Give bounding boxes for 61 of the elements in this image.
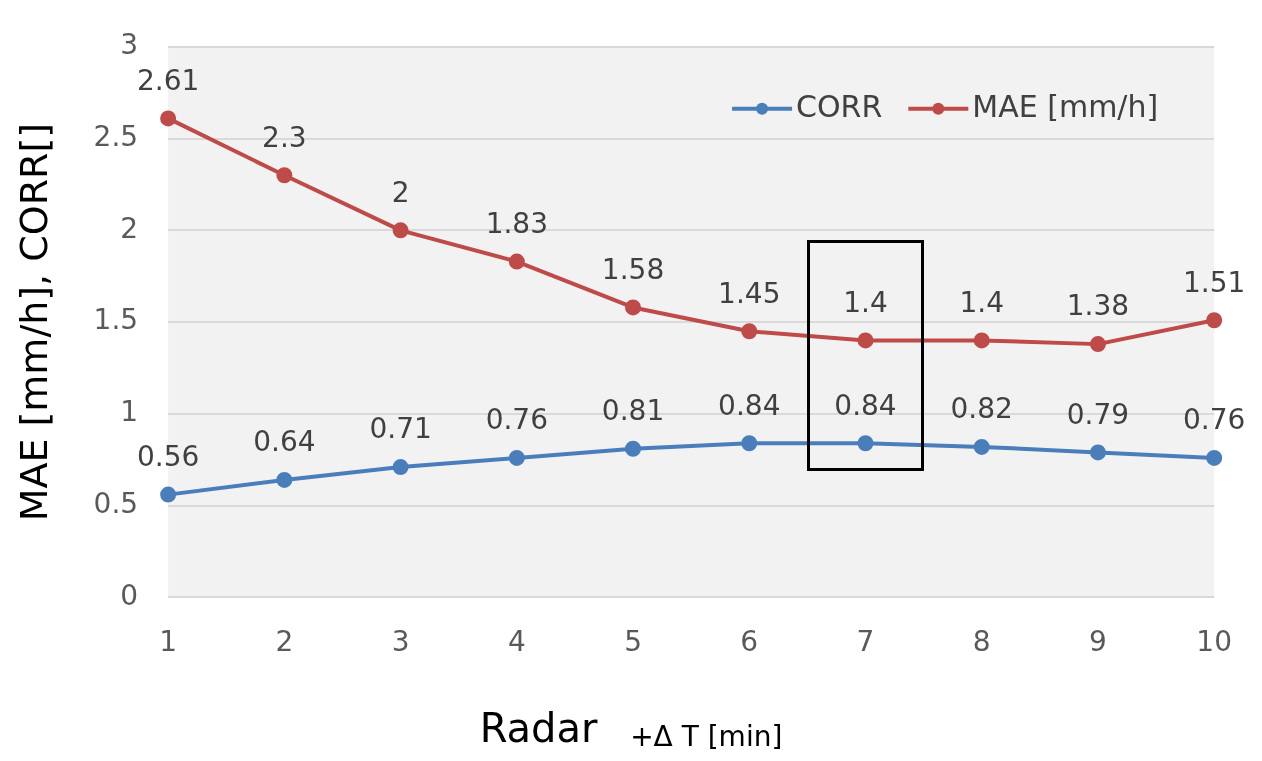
data-label: 2 <box>391 175 410 209</box>
y-tick-label: 2 <box>120 211 139 245</box>
data-label: 1.4 <box>843 285 888 319</box>
data-label: 2.61 <box>136 63 200 97</box>
data-label: 1.4 <box>959 285 1004 319</box>
data-label: 0.71 <box>369 412 432 446</box>
y-tick-label: 3 <box>120 28 139 62</box>
x-tick-label: 3 <box>391 625 410 659</box>
data-label: 1.45 <box>718 276 781 310</box>
point <box>973 332 990 349</box>
point <box>741 435 758 452</box>
point <box>625 440 642 457</box>
data-label: 2.3 <box>262 120 307 154</box>
data-label: 0.82 <box>950 392 1013 426</box>
x-axis-title: Radar $_{+Δ T [min]}$ <box>478 705 784 753</box>
x-tick-label: 5 <box>624 625 642 659</box>
y-tick-label: 2.5 <box>93 119 139 153</box>
data-label: 0.84 <box>834 388 897 422</box>
x-tick-label: 9 <box>1089 625 1107 659</box>
x-tick-label: 4 <box>507 625 526 659</box>
point <box>160 486 177 503</box>
point <box>1089 336 1106 353</box>
point <box>741 323 758 340</box>
point <box>392 222 409 239</box>
data-label: 0.81 <box>601 394 665 428</box>
point <box>276 471 293 488</box>
data-label: 0.79 <box>1066 397 1130 431</box>
x-tick-label: 7 <box>856 625 875 659</box>
y-tick-label: 0 <box>120 578 139 612</box>
y-axis-title: MAE [mm/h], CORR[] <box>11 122 56 522</box>
data-label: 0.56 <box>136 439 200 473</box>
data-label: 0.76 <box>1183 403 1246 437</box>
x-tick-label: 10 <box>1196 625 1233 659</box>
x-tick-label: 1 <box>159 625 178 659</box>
data-label: 1.58 <box>601 252 665 286</box>
legend-label: MAE [mm/h] <box>972 88 1159 124</box>
data-label: 0.84 <box>718 388 781 422</box>
point <box>625 299 642 316</box>
x-tick-label: 8 <box>972 625 991 659</box>
data-label: 1.38 <box>1066 289 1130 323</box>
y-tick-label: 1 <box>120 395 139 429</box>
point <box>508 449 525 466</box>
point <box>857 332 874 349</box>
y-tick-label: 1.5 <box>93 303 139 337</box>
point <box>1206 449 1223 466</box>
point <box>276 167 293 184</box>
data-label: 0.76 <box>485 403 548 437</box>
x-tick-label: 6 <box>740 625 759 659</box>
point <box>160 110 177 127</box>
point <box>857 435 874 452</box>
point <box>1089 444 1106 461</box>
data-label: 1.51 <box>1183 265 1246 299</box>
point <box>1206 312 1223 329</box>
point <box>973 438 990 455</box>
data-label: 1.83 <box>485 206 548 240</box>
point <box>508 253 525 270</box>
y-tick-label: 0.5 <box>93 486 139 520</box>
data-label: 0.64 <box>253 425 316 459</box>
legend-label: CORR <box>796 88 883 124</box>
x-tick-label: 2 <box>275 625 294 659</box>
point <box>392 459 409 476</box>
